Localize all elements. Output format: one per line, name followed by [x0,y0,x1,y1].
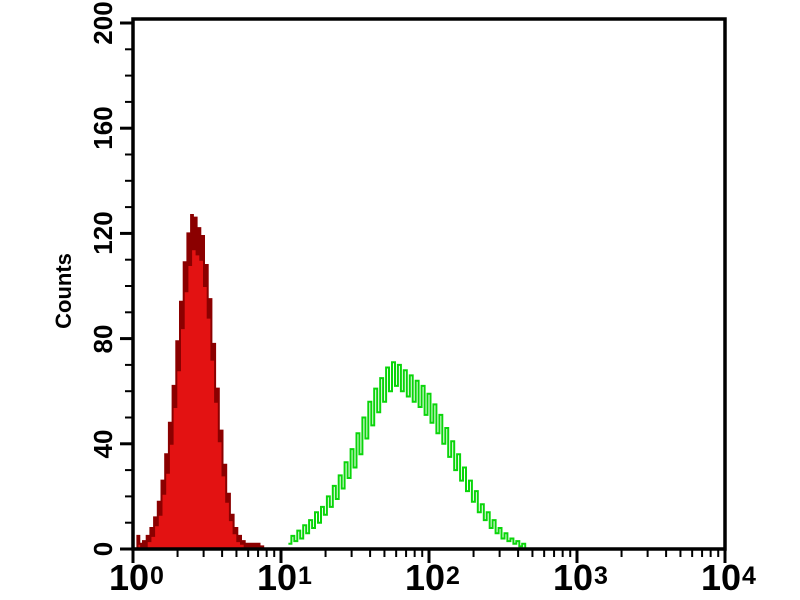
x-tick-label: 103 [553,557,608,598]
green-positive-population-curve [288,361,527,549]
y-tick-label: 120 [88,211,118,255]
y-tick-label: 200 [88,1,118,45]
y-tick-label: 160 [88,106,118,150]
x-tick-label: 101 [257,557,312,598]
x-tick-label: 100 [109,557,164,598]
y-axis-title: Counts [51,253,76,329]
y-tick-label: 40 [88,429,118,459]
y-tick-label: 0 [88,541,118,557]
x-tick-label: 104 [701,557,756,598]
y-tick-label: 80 [88,324,118,354]
red-negative-population-curve [136,214,266,550]
x-tick-label: 102 [405,557,460,598]
